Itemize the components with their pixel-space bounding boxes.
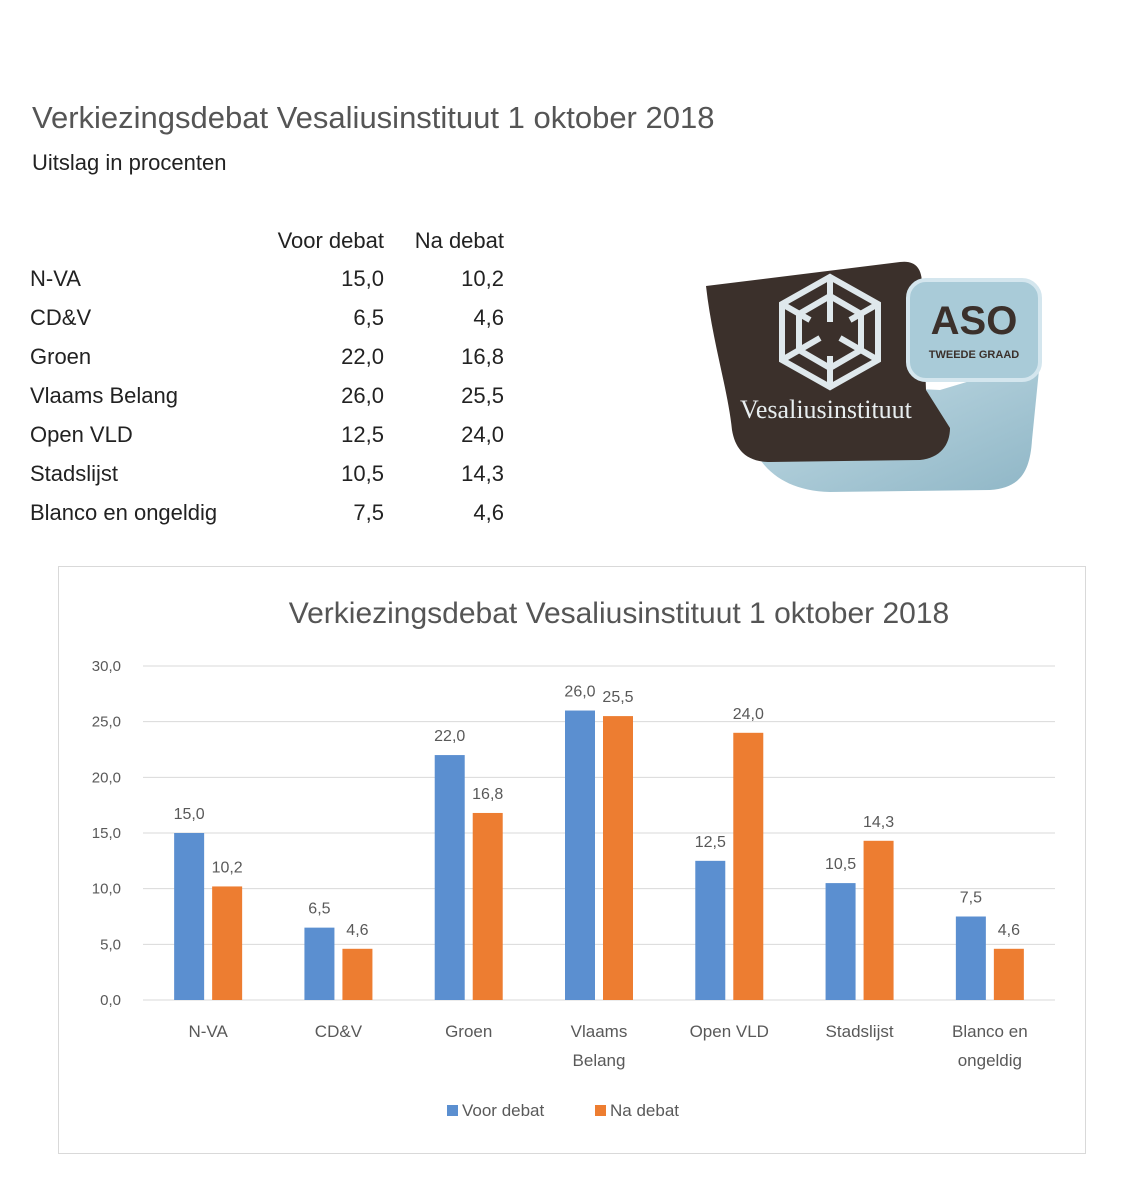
x-tick-label: Stadslijst bbox=[826, 1022, 894, 1041]
table-cell-party: CD&V bbox=[30, 304, 92, 330]
table-cell-na: 25,5 bbox=[461, 382, 504, 408]
table-cell-na: 10,2 bbox=[461, 265, 504, 291]
logo-name: Vesaliusinstituut bbox=[740, 395, 913, 424]
table-cell-na: 14,3 bbox=[461, 460, 504, 486]
table-cell-voor: 6,5 bbox=[353, 304, 384, 330]
y-tick-label: 25,0 bbox=[92, 714, 121, 731]
x-tick-label: Belang bbox=[573, 1051, 626, 1070]
table-cell-voor: 7,5 bbox=[353, 499, 384, 525]
bar-na bbox=[342, 948, 373, 1000]
y-tick-label: 0,0 bbox=[100, 992, 121, 1009]
bar-voor bbox=[565, 710, 595, 1000]
legend-label: Na debat bbox=[610, 1101, 679, 1120]
table-cell-na: 4,6 bbox=[473, 499, 504, 525]
data-label: 6,5 bbox=[308, 901, 330, 918]
logo-knot-icon bbox=[779, 273, 881, 391]
legend-label: Voor debat bbox=[462, 1101, 545, 1120]
x-tick-label: ongeldig bbox=[958, 1051, 1022, 1070]
table-cell-party: Groen bbox=[30, 343, 92, 369]
table-cell-voor: 10,5 bbox=[341, 460, 384, 486]
table-row: Vlaams Belang 26,0 25,5 bbox=[30, 376, 512, 415]
x-tick-label: Groen bbox=[445, 1022, 492, 1041]
x-tick-label: Open VLD bbox=[690, 1022, 769, 1041]
page-subtitle: Uitslag in procenten bbox=[32, 150, 227, 175]
data-label: 14,3 bbox=[863, 814, 894, 831]
table-cell-voor: 22,0 bbox=[341, 343, 384, 369]
bar-chart: Verkiezingsdebat Vesaliusinstituut 1 okt… bbox=[92, 597, 1055, 1120]
bar-voor bbox=[304, 927, 335, 1000]
legend-swatch bbox=[447, 1105, 458, 1116]
table-cell-voor: 12,5 bbox=[341, 421, 384, 447]
x-tick-label: Blanco en bbox=[952, 1022, 1028, 1041]
data-label: 16,8 bbox=[472, 786, 503, 803]
bar-voor bbox=[955, 916, 986, 1000]
data-label: 26,0 bbox=[564, 684, 595, 701]
aso-badge: ASO TWEEDE GRAAD bbox=[906, 278, 1042, 382]
table-row: CD&V 6,5 4,6 bbox=[30, 298, 512, 337]
bar-voor bbox=[695, 860, 726, 1000]
x-tick-label: Vlaams bbox=[571, 1022, 628, 1041]
table-header-na: Na debat bbox=[414, 228, 504, 253]
results-table: Voor debat Na debat N-VA 15,0 10,2 CD&V 6,5 4… bbox=[30, 223, 512, 532]
table-row: Groen 22,0 16,8 bbox=[30, 337, 512, 376]
table-cell-voor: 26,0 bbox=[341, 382, 384, 408]
table-cell-na: 16,8 bbox=[461, 343, 504, 369]
data-label: 24,0 bbox=[733, 706, 764, 723]
aso-badge-label: ASO bbox=[931, 299, 1018, 343]
table-cell-party: Open VLD bbox=[30, 421, 133, 447]
page-title: Verkiezingsdebat Vesaliusinstituut 1 okt… bbox=[32, 100, 715, 135]
table-header-voor: Voor debat bbox=[277, 228, 384, 253]
data-label: 10,2 bbox=[212, 859, 243, 876]
table-cell-party: Blanco en ongeldig bbox=[30, 499, 218, 525]
data-label: 4,6 bbox=[998, 922, 1020, 939]
table-cell-na: 24,0 bbox=[461, 421, 504, 447]
bar-voor bbox=[174, 833, 205, 1000]
bar-na bbox=[993, 948, 1024, 1000]
data-label: 12,5 bbox=[695, 834, 726, 851]
bar-na bbox=[603, 716, 633, 1000]
table-row: Open VLD 12,5 24,0 bbox=[30, 415, 512, 454]
aso-badge-sub: TWEEDE GRAAD bbox=[929, 349, 1020, 361]
data-label: 10,5 bbox=[825, 856, 856, 873]
table-row: Stadslijst 10,5 14,3 bbox=[30, 454, 512, 493]
data-label: 7,5 bbox=[960, 890, 982, 907]
chart-frame: Verkiezingsdebat Vesaliusinstituut 1 okt… bbox=[58, 566, 1086, 1154]
table-header-party bbox=[30, 223, 258, 259]
bar-voor bbox=[825, 883, 856, 1000]
x-tick-label: N-VA bbox=[188, 1022, 228, 1041]
bar-na bbox=[472, 812, 503, 1000]
table-cell-na: 4,6 bbox=[473, 304, 504, 330]
table-row: Blanco en ongeldig 7,5 4,6 bbox=[30, 493, 512, 532]
y-tick-label: 20,0 bbox=[92, 769, 121, 786]
y-tick-label: 5,0 bbox=[100, 936, 121, 953]
y-tick-label: 15,0 bbox=[92, 825, 121, 842]
bar-na bbox=[212, 886, 243, 1000]
table-cell-voor: 15,0 bbox=[341, 265, 384, 291]
legend-swatch bbox=[595, 1105, 606, 1116]
vesalius-logo: Vesaliusinstituut ASO TWEEDE GRAAD bbox=[706, 261, 1042, 492]
bar-na bbox=[863, 840, 894, 1000]
table-cell-party: Stadslijst bbox=[30, 460, 119, 486]
chart-title: Verkiezingsdebat Vesaliusinstituut 1 okt… bbox=[289, 597, 949, 630]
data-label: 22,0 bbox=[434, 728, 465, 745]
data-label: 15,0 bbox=[174, 806, 205, 823]
x-tick-label: CD&V bbox=[315, 1022, 363, 1041]
data-label: 4,6 bbox=[346, 922, 368, 939]
data-label: 25,5 bbox=[602, 689, 633, 706]
y-tick-label: 10,0 bbox=[92, 881, 121, 898]
table-cell-party: Vlaams Belang bbox=[30, 382, 178, 408]
table-cell-party: N-VA bbox=[30, 265, 81, 291]
bar-voor bbox=[434, 755, 465, 1000]
table-row: N-VA 15,0 10,2 bbox=[30, 259, 512, 298]
y-tick-label: 30,0 bbox=[92, 658, 121, 675]
bar-na bbox=[733, 732, 764, 1000]
table-header-row: Voor debat Na debat bbox=[30, 223, 512, 259]
